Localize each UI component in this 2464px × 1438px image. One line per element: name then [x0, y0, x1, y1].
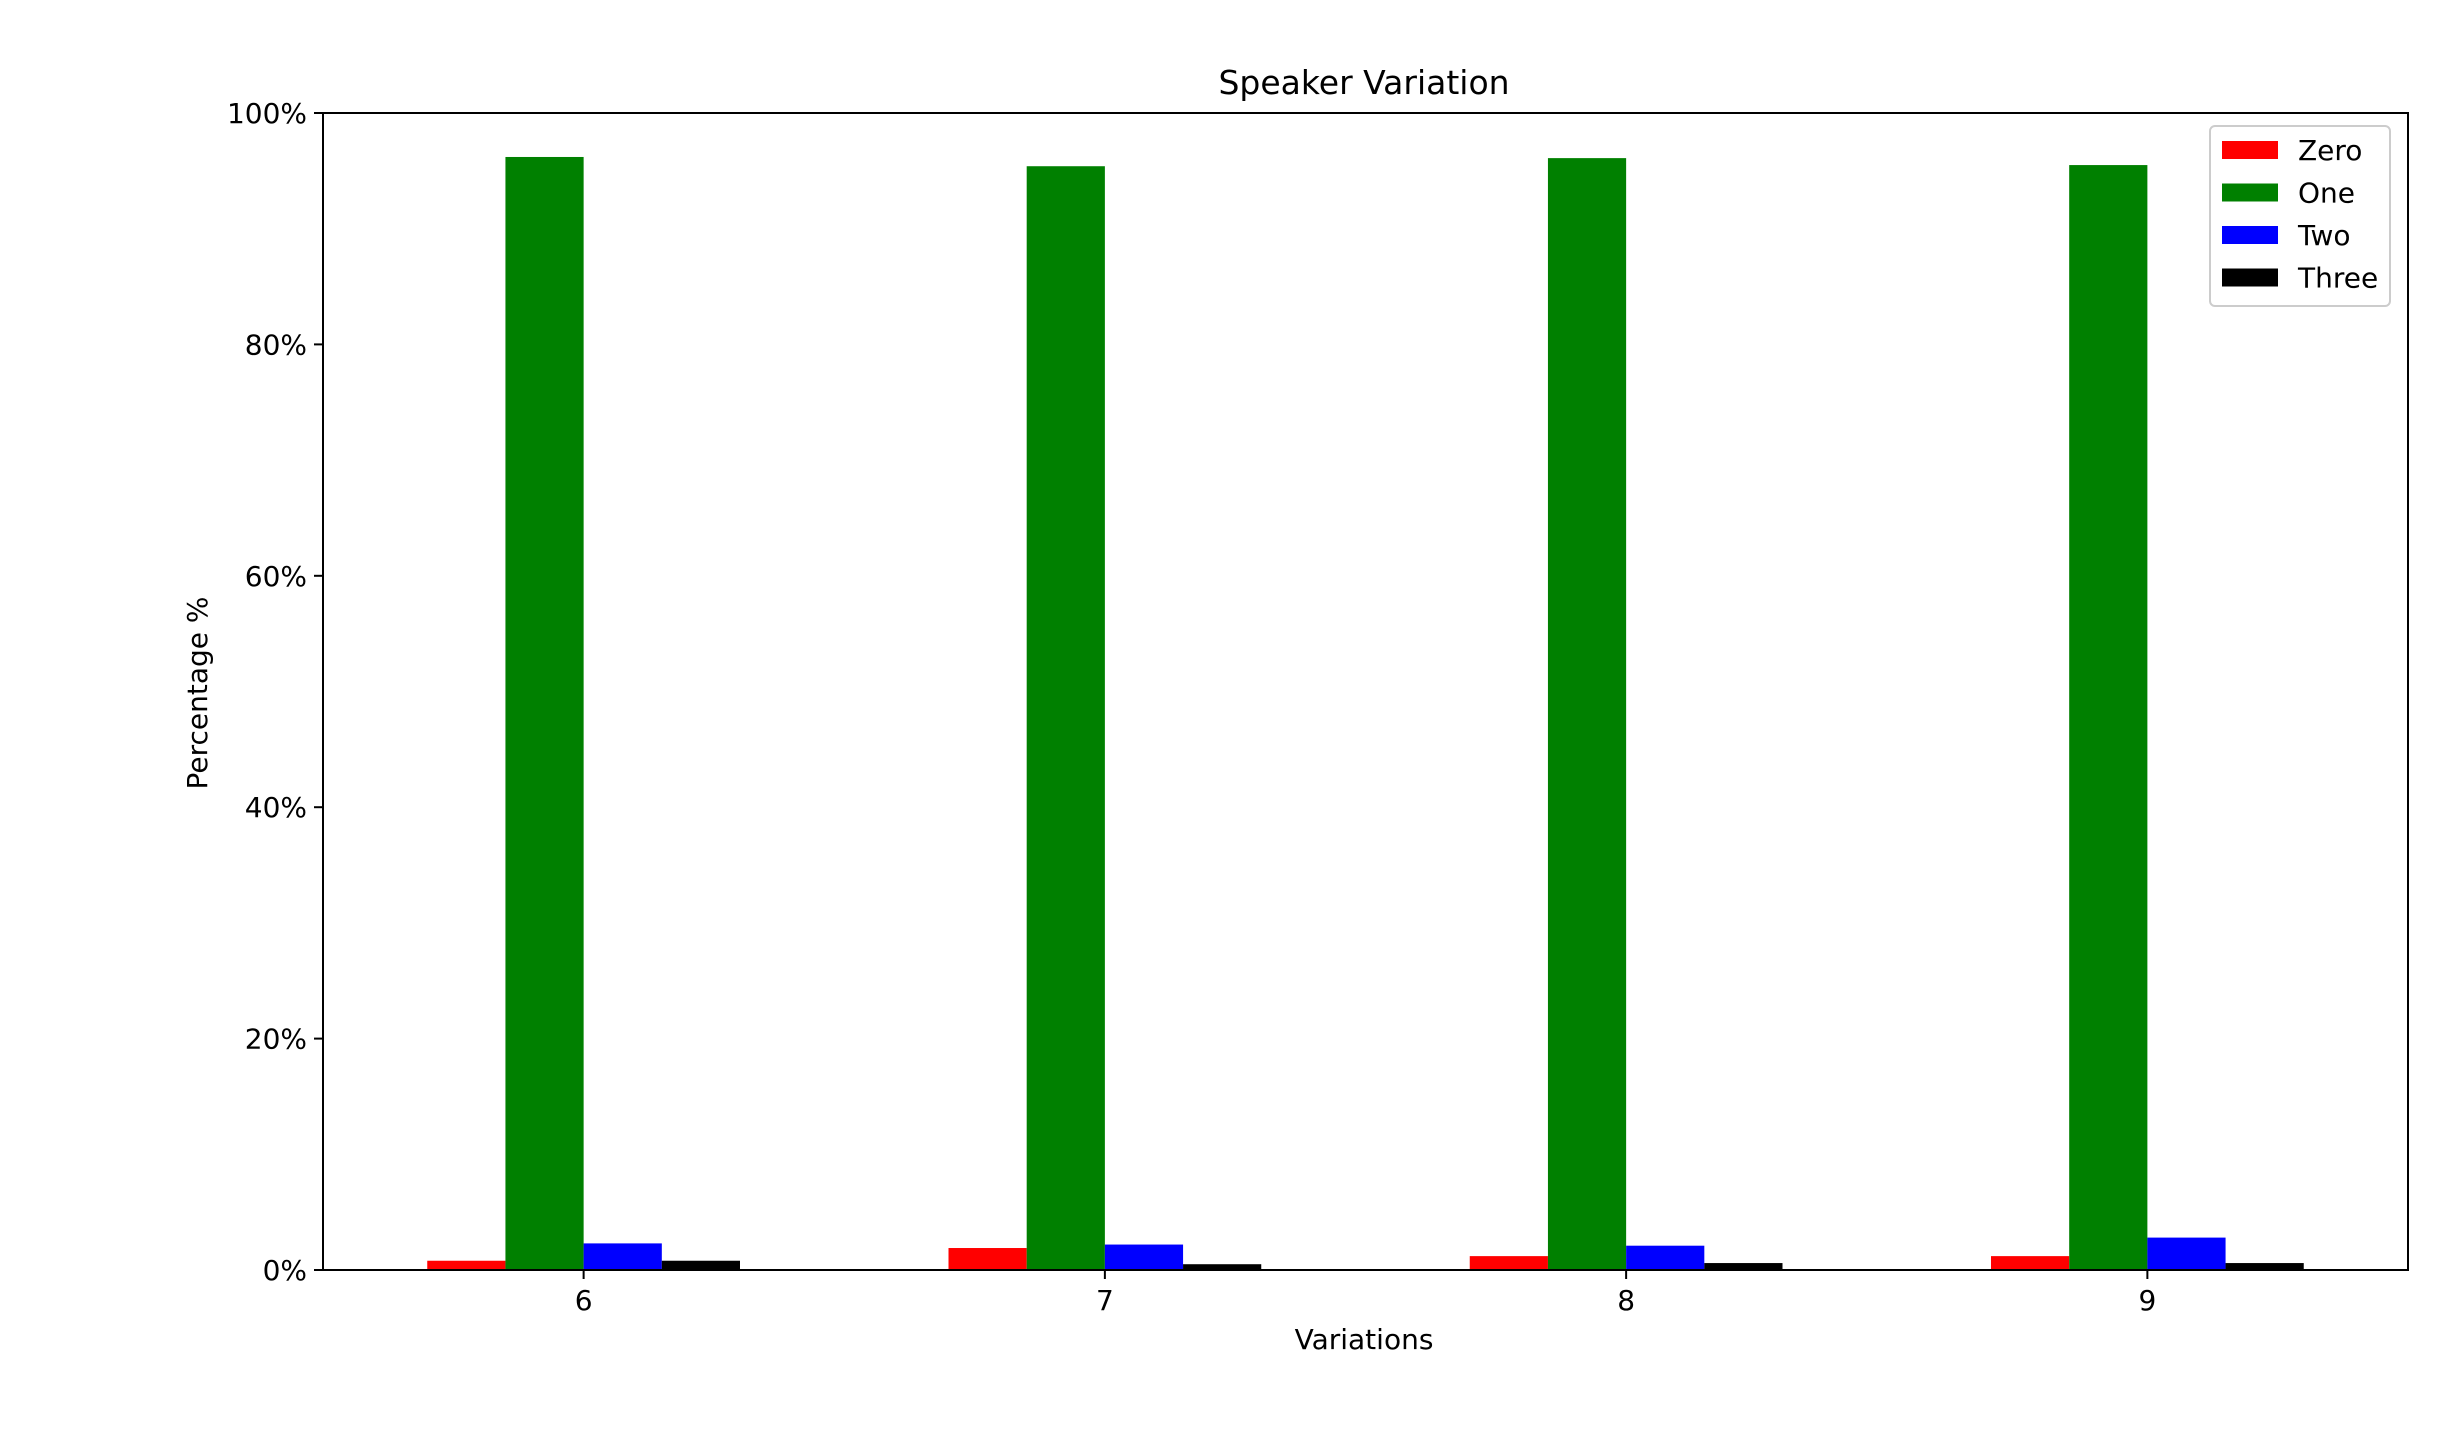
- bar-three-6: [661, 1260, 740, 1270]
- legend-box: [2209, 125, 2391, 307]
- bar-two-7: [1104, 1244, 1184, 1270]
- y-tick-label: 20%: [245, 1023, 307, 1056]
- x-tick-label: 8: [1617, 1284, 1635, 1317]
- legend-label-two: Two: [2297, 219, 2351, 252]
- legend-label-one: One: [2298, 177, 2355, 210]
- bar-two-6: [583, 1243, 662, 1270]
- bar-three-9: [2225, 1263, 2304, 1270]
- x-axis-label: Variations: [1295, 1323, 1434, 1356]
- bar-three-8: [1704, 1263, 1783, 1270]
- bar-zero-8: [1469, 1256, 1548, 1270]
- plot-frame: [322, 112, 2409, 1271]
- y-tick-label: 60%: [245, 560, 307, 593]
- bar-two-8: [1626, 1245, 1705, 1270]
- bar-three-7: [1183, 1264, 1262, 1270]
- legend-label-three: Three: [2297, 262, 2378, 295]
- y-tick-label: 80%: [245, 328, 307, 361]
- y-axis-label: Percentage %: [181, 596, 214, 789]
- chart-title: Speaker Variation: [1218, 63, 1509, 102]
- bars-layer: [427, 156, 2304, 1271]
- x-tick-label: 7: [1096, 1284, 1114, 1317]
- y-tick-label: 0%: [263, 1254, 307, 1287]
- legend-swatch-two: [2222, 226, 2278, 244]
- y-tick-label: 40%: [245, 791, 307, 824]
- legend-label-zero: Zero: [2298, 134, 2362, 167]
- bar-zero-9: [1991, 1256, 2070, 1270]
- bar-two-9: [2147, 1237, 2226, 1270]
- bar-one-7: [1026, 166, 1105, 1271]
- legend-swatch-one: [2222, 183, 2278, 202]
- bar-one-9: [2069, 165, 2148, 1270]
- x-tick-label: 9: [2138, 1284, 2156, 1317]
- axes-layer: 0% 20% 40% 60% 80% 100% 6 7 8 9: [227, 97, 2409, 1317]
- legend-swatch-zero: [2222, 141, 2278, 159]
- legend: Zero One Two Three: [2209, 125, 2391, 307]
- y-tick-label: 100%: [227, 97, 307, 130]
- x-tick-label: 6: [575, 1284, 593, 1317]
- bar-zero-6: [427, 1260, 506, 1270]
- bar-one-8: [1547, 158, 1627, 1270]
- bar-zero-7: [948, 1248, 1027, 1270]
- legend-swatch-three: [2222, 268, 2278, 287]
- bar-one-6: [505, 156, 584, 1271]
